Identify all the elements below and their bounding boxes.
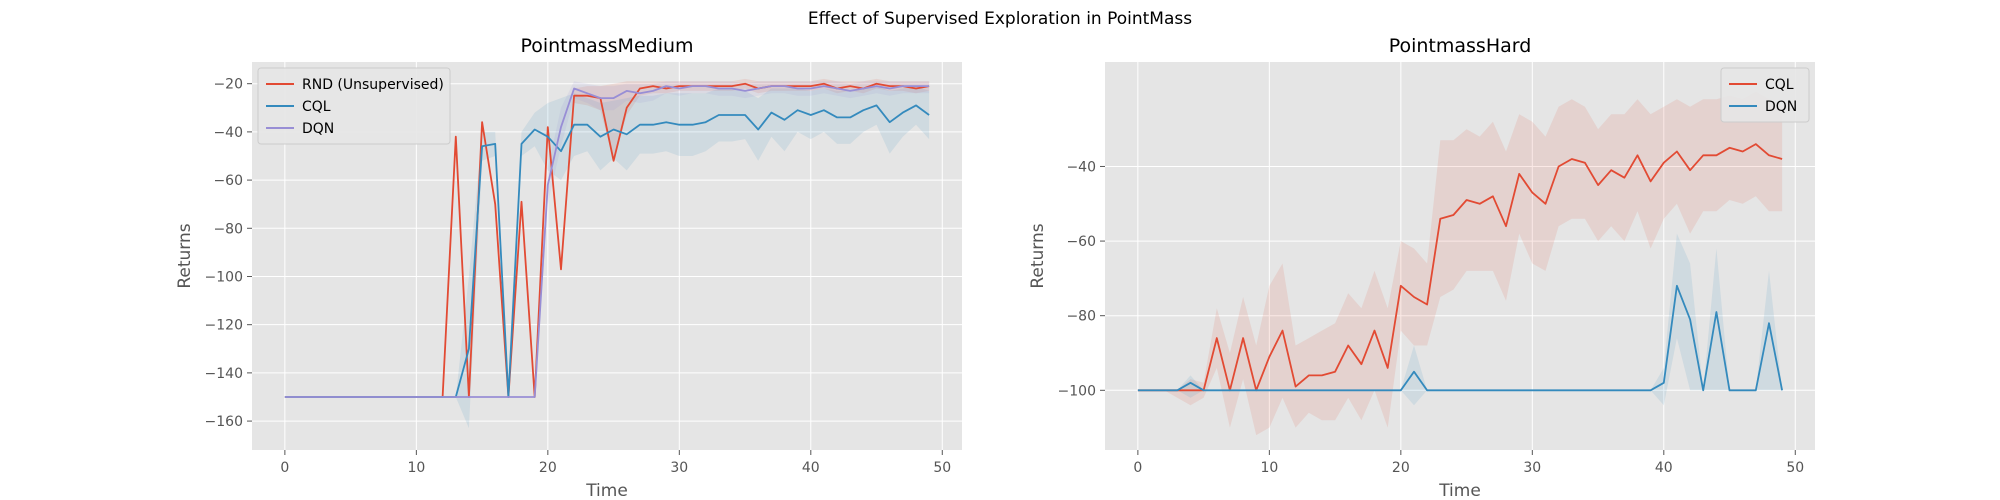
figure-suptitle: Effect of Supervised Exploration in Poin…	[808, 9, 1192, 29]
y-tick-label: −80	[1066, 309, 1096, 325]
y-tick-label: −100	[205, 269, 243, 285]
y-tick-label: −140	[205, 366, 243, 382]
x-tick-label: 10	[407, 460, 425, 476]
y-tick-label: −80	[213, 221, 243, 237]
series-band-0	[1137, 91, 1783, 436]
legend: CQL DQN	[1720, 67, 1810, 123]
series-line-2	[284, 85, 930, 398]
x-tick-label: 20	[539, 460, 557, 476]
x-tick-label: 0	[280, 460, 289, 476]
y-tick-label: −160	[205, 414, 243, 430]
series-band-1	[1137, 233, 1783, 406]
legend-entry: DQN	[302, 121, 334, 137]
x-tick-label: 30	[1523, 460, 1541, 476]
y-tick-label: −120	[205, 318, 243, 334]
y-tick-label: −40	[1066, 159, 1096, 175]
x-tick-label: 0	[1133, 460, 1142, 476]
y-axis-label: Returns	[1028, 223, 1048, 288]
y-tick-label: −20	[213, 77, 243, 93]
y-tick-label: −100	[1058, 383, 1096, 399]
y-axis-label: Returns	[175, 223, 195, 288]
x-tick-label: 30	[670, 460, 688, 476]
y-tick-label: −60	[1066, 234, 1096, 250]
legend: RND (Unsupervised) CQL DQN	[257, 67, 451, 145]
series-line-0	[1137, 143, 1783, 392]
x-tick-label: 40	[1655, 460, 1673, 476]
series-line-1	[1137, 284, 1783, 392]
x-tick-label: 20	[1392, 460, 1410, 476]
legend-entry: CQL	[302, 99, 331, 115]
y-tick-label: −60	[213, 173, 243, 189]
plot-area	[1105, 62, 1815, 450]
x-axis-label: Time	[585, 481, 628, 500]
subplot-title: PointmassMedium	[520, 35, 693, 57]
x-tick-label: 10	[1260, 460, 1278, 476]
x-tick-label: 40	[802, 460, 820, 476]
legend-box	[257, 67, 451, 145]
y-tick-label: −40	[213, 125, 243, 141]
legend-entry: DQN	[1765, 99, 1797, 115]
legend-entry: CQL	[1765, 77, 1794, 93]
series-band-1	[284, 86, 930, 429]
subplot-title: PointmassHard	[1389, 35, 1532, 57]
subplot-pointmass-hard: 0 10 20 30 40 50 −100 −80 −60 −40 PointmassHard Tim…	[1028, 35, 1815, 500]
legend-entry: RND (Unsupervised)	[302, 77, 444, 93]
x-axis-label: Time	[1438, 481, 1481, 500]
x-tick-label: 50	[933, 460, 951, 476]
subplot-pointmass-medium: 0 10 20 30 40 50 −160 −140 −120 −100 −80 −60 −40 −20 P…	[175, 35, 962, 500]
x-tick-label: 50	[1786, 460, 1804, 476]
legend-box	[1720, 67, 1810, 123]
